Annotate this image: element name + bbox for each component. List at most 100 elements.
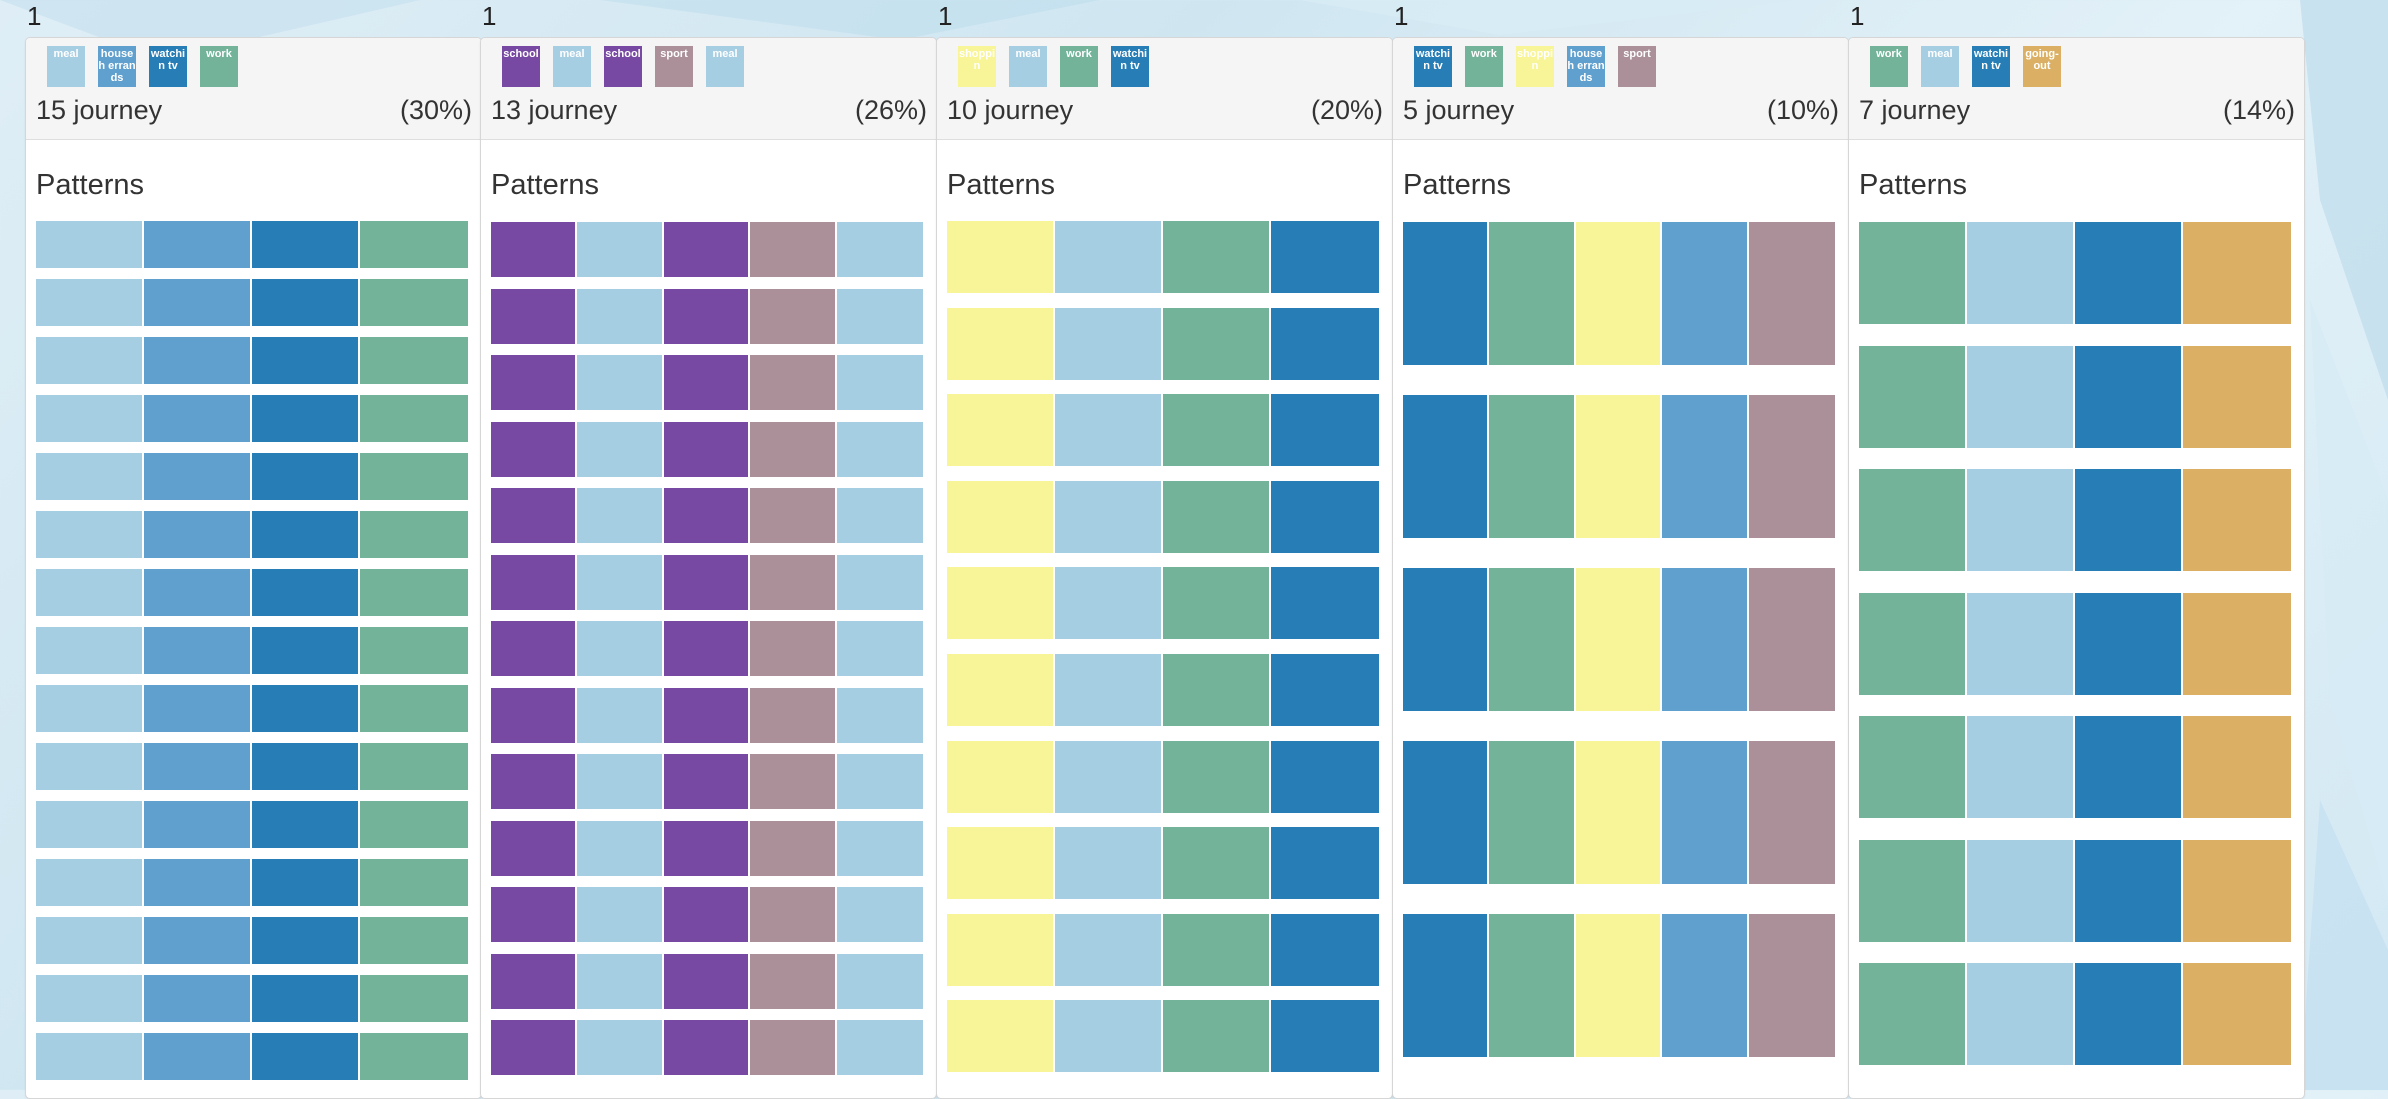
pattern-row[interactable] [1403,222,1835,365]
activity-cell-work [1163,1000,1269,1073]
patterns-title: Patterns [491,169,599,201]
cluster-panel[interactable]: work meal watchin tv going-out 7 journey (14%… [1848,37,2305,1099]
pattern-row[interactable] [491,754,923,809]
legend-chip-meal: meal [1921,46,1959,87]
pattern-row[interactable] [491,554,923,610]
pattern-row[interactable] [491,687,923,743]
activity-cell-school [663,887,749,942]
activity-cell-meal [36,743,142,790]
pattern-row[interactable] [947,307,1379,380]
activity-cell-school [491,687,576,743]
pattern-row[interactable] [36,801,468,848]
pattern-row[interactable] [947,221,1379,293]
activity-cell-household-errands [144,337,250,384]
pattern-row[interactable] [1859,839,2291,942]
activity-cell-meal [1967,469,2073,571]
activity-cell-household-errands [1662,395,1747,538]
activity-cell-meal [577,754,662,809]
pattern-row[interactable] [1403,568,1835,711]
activity-cell-watching-tv [2075,469,2181,571]
activity-cell-shopping [1575,741,1661,884]
pattern-row[interactable] [947,394,1379,467]
pattern-row[interactable] [36,279,468,326]
pattern-row[interactable] [1859,716,2291,818]
pattern-row[interactable] [36,453,468,500]
activity-cell-household-errands [1662,914,1747,1057]
pattern-row[interactable] [1859,592,2291,695]
legend-chip-sport: sport [1618,46,1656,87]
activity-cell-watching-tv [252,337,358,384]
pattern-row[interactable] [947,654,1379,726]
pattern-row[interactable] [36,685,468,732]
pattern-row[interactable] [947,740,1379,813]
activity-cell-meal [577,222,662,277]
legend-chip-watching-tv: watchin tv [1111,46,1149,87]
pattern-row[interactable] [36,1033,468,1080]
activity-cell-meal [577,488,662,543]
pattern-row[interactable] [1403,741,1835,884]
pattern-row[interactable] [1403,914,1835,1057]
activity-cell-meal [1055,1000,1161,1073]
pattern-row[interactable] [947,480,1379,553]
activity-cell-household-errands [144,569,250,616]
legend-chip-school: school [604,46,642,87]
activity-cell-school [663,222,749,277]
activity-cell-meal [577,820,662,876]
pattern-row[interactable] [1859,345,2291,448]
legend-chip-household-errands: househ errands [98,46,136,87]
cluster-panel[interactable]: watchin tv work shoppin househ errands sport… [1392,37,1849,1099]
pattern-row[interactable] [491,421,923,477]
activity-cell-meal [1055,480,1161,553]
activity-cell-sport [750,488,835,543]
pattern-row[interactable] [491,355,923,410]
pattern-row[interactable] [1859,469,2291,571]
activity-cell-school [663,554,749,610]
pattern-row[interactable] [491,288,923,344]
activity-cell-watching-tv [1271,307,1379,380]
pattern-row[interactable] [947,827,1379,900]
activity-cell-work [360,859,468,906]
pattern-row[interactable] [36,743,468,790]
legend-chip-meal: meal [47,46,85,87]
cluster-panel[interactable]: school meal school sport meal 13 journey (26%)… [480,37,937,1099]
activity-cell-watching-tv [1271,480,1379,553]
activity-cell-household-errands [1662,568,1747,711]
pattern-row[interactable] [36,917,468,964]
cluster-panel[interactable]: shoppin meal work watchin tv 10 journey (20%)… [936,37,1393,1099]
activity-cell-shopping [947,307,1053,380]
pattern-row[interactable] [36,569,468,616]
pattern-row[interactable] [36,859,468,906]
pattern-row[interactable] [36,511,468,558]
pattern-row[interactable] [491,621,923,676]
activity-cell-sport [750,621,835,676]
pattern-row[interactable] [36,975,468,1022]
pattern-row[interactable] [491,1020,923,1075]
pattern-row[interactable] [1859,963,2291,1065]
activity-cell-shopping [947,913,1053,986]
activity-cell-work [360,685,468,732]
pattern-row[interactable] [491,820,923,876]
pattern-row[interactable] [36,395,468,442]
pattern-row[interactable] [36,627,468,674]
activity-cell-meal [836,1020,923,1075]
pattern-row[interactable] [947,567,1379,640]
pattern-row[interactable] [491,222,923,277]
pattern-row[interactable] [36,337,468,384]
activity-cell-meal [577,621,662,676]
cluster-column: 1 work meal watchin tv going-out 7 journey (14… [1848,0,2305,1099]
activity-cell-work [360,801,468,848]
pattern-row[interactable] [491,887,923,942]
pattern-row[interactable] [947,913,1379,986]
cluster-header: meal househ errands watchin tv work 15 journ… [26,38,481,140]
pattern-row[interactable] [491,488,923,543]
pattern-row[interactable] [947,1000,1379,1073]
activity-cell-work [1163,827,1269,900]
activity-cell-meal [36,1033,142,1080]
pattern-row[interactable] [491,953,923,1009]
cluster-panel[interactable]: meal househ errands watchin tv work 15 journ… [25,37,482,1099]
pattern-row[interactable] [1859,222,2291,324]
activity-cell-watching-tv [2075,222,2181,324]
pattern-row[interactable] [36,221,468,268]
pattern-row[interactable] [1403,395,1835,538]
legend-chip-going-out: going-out [2023,46,2061,87]
